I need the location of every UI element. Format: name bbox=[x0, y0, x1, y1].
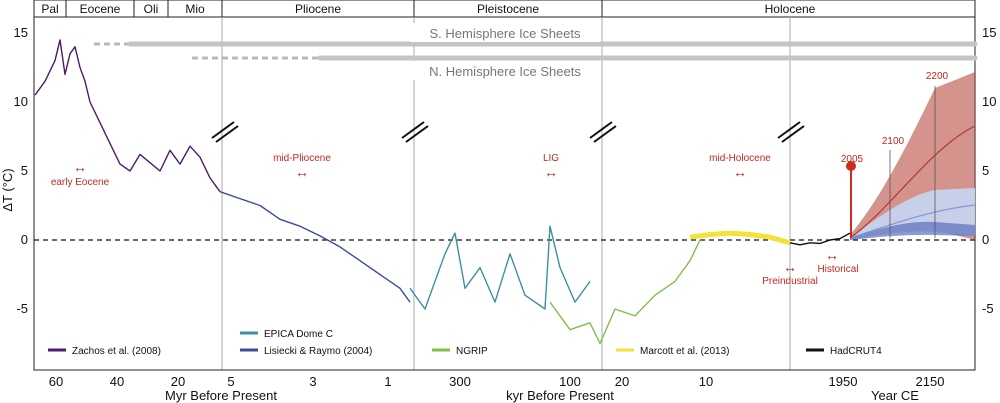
preindustrial-label: Preindustrial bbox=[762, 276, 818, 287]
arrow-icon: ↔ bbox=[544, 164, 558, 180]
arrow-icon: ↔ bbox=[783, 259, 797, 275]
mid-holocene-label: mid-Holocene bbox=[709, 153, 771, 164]
y-axis-label: ΔT (°C) bbox=[0, 168, 15, 211]
y-tick-label: 0 bbox=[21, 232, 28, 247]
x-tick-label: 1950 bbox=[829, 374, 858, 389]
x-tick-label: 5 bbox=[227, 374, 234, 389]
series-line-lisiecki-raymo-2004 bbox=[219, 191, 411, 303]
epoch-label: Holocene bbox=[765, 2, 816, 16]
y-tick-label: 15 bbox=[982, 25, 996, 40]
epoch-label: Oli bbox=[144, 2, 159, 16]
epoch-label: Pal bbox=[41, 2, 58, 16]
x-tick-label: 2150 bbox=[916, 374, 945, 389]
x-axis-label: Myr Before Present bbox=[165, 388, 277, 403]
projection-low-line bbox=[849, 204, 976, 239]
y-tick-label: 5 bbox=[21, 163, 28, 178]
axis-break-marks bbox=[211, 121, 805, 143]
series-line-zachos-et-al-2008 bbox=[34, 39, 221, 193]
series-line-ngrip bbox=[549, 239, 701, 345]
legend-label: EPICA Dome C bbox=[264, 329, 333, 340]
x-tick-label: 300 bbox=[449, 374, 471, 389]
series-layer bbox=[34, 39, 851, 345]
legend: Zachos et al. (2008) EPICA Dome C Lisiec… bbox=[48, 329, 882, 357]
south-ice-sheet-label: S. Hemisphere Ice Sheets bbox=[429, 26, 581, 41]
lig-label: LIG bbox=[543, 153, 559, 164]
epoch-label: Pleistocene bbox=[477, 2, 539, 16]
legend-label: NGRIP bbox=[456, 346, 488, 357]
y-tick-label: 10 bbox=[14, 94, 28, 109]
x-tick-label: 40 bbox=[110, 374, 124, 389]
x-tick-label: 100 bbox=[559, 374, 581, 389]
x-tick-label: 3 bbox=[309, 374, 316, 389]
year-2005-label: 2005 bbox=[841, 154, 864, 165]
legend-label: HadCRUT4 bbox=[830, 346, 882, 357]
year-2200-label: 2200 bbox=[926, 71, 949, 82]
future-projection bbox=[846, 72, 976, 240]
y-tick-label: 15 bbox=[14, 25, 28, 40]
y-tick-label: 5 bbox=[982, 163, 989, 178]
epoch-label: Mio bbox=[185, 2, 205, 16]
annotations: ↔ early Eocene mid-Pliocene ↔ LIG ↔ mid-… bbox=[51, 71, 949, 287]
arrow-icon: ↔ bbox=[825, 247, 839, 263]
arrow-icon: ↔ bbox=[73, 159, 87, 175]
y-tick-label: 0 bbox=[982, 232, 989, 247]
y-tick-label: -5 bbox=[16, 301, 28, 316]
series-line-epica-dome-c bbox=[409, 225, 591, 310]
x-tick-label: 20 bbox=[171, 374, 185, 389]
mid-pliocene-label: mid-Pliocene bbox=[273, 153, 331, 164]
x-tick-label: 20 bbox=[615, 374, 629, 389]
north-ice-sheet-label: N. Hemisphere Ice Sheets bbox=[429, 64, 581, 79]
x-axis-label: kyr Before Present bbox=[506, 388, 614, 403]
series-line-marcott-et-al-2013 bbox=[689, 230, 791, 246]
epoch-label: Pliocene bbox=[295, 2, 341, 16]
y-tick-label: 10 bbox=[982, 94, 996, 109]
projection-median-line bbox=[849, 125, 976, 239]
projection-lowest-range bbox=[850, 221, 975, 240]
ice-sheet-bars: S. Hemisphere Ice Sheets N. Hemisphere I… bbox=[94, 23, 978, 80]
arrow-icon: ↔ bbox=[733, 164, 747, 180]
year-2100-label: 2100 bbox=[882, 136, 905, 147]
x-axis: 60 40 20 5 3 1 300 100 20 10 1950 2150 M… bbox=[34, 369, 975, 403]
epoch-bar: Pal Eocene Oli Mio Pliocene Pleistocene … bbox=[33, 0, 976, 18]
x-tick-label: 60 bbox=[49, 374, 63, 389]
arrow-icon: ↔ bbox=[295, 164, 309, 180]
epoch-label: Eocene bbox=[80, 2, 121, 16]
early-eocene-label: early Eocene bbox=[51, 177, 110, 188]
historical-label: Historical bbox=[817, 264, 858, 275]
legend-label: Lisiecki & Raymo (2004) bbox=[264, 346, 372, 357]
y-tick-label: -5 bbox=[982, 301, 994, 316]
series-line-hadcrut4 bbox=[789, 232, 851, 246]
x-axis-label: Year CE bbox=[871, 388, 919, 403]
y-axis: 15 10 5 0 -5 15 10 5 0 -5 ΔT (°C) bbox=[0, 25, 996, 316]
legend-label: Marcott et al. (2013) bbox=[640, 346, 729, 357]
x-tick-label: 10 bbox=[699, 374, 713, 389]
x-tick-label: 1 bbox=[384, 374, 391, 389]
legend-label: Zachos et al. (2008) bbox=[72, 346, 161, 357]
